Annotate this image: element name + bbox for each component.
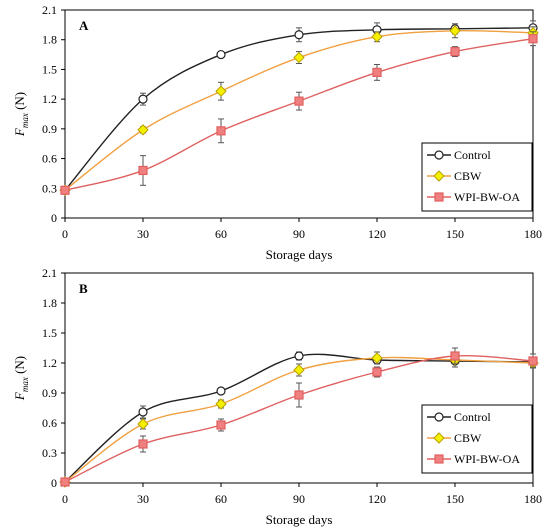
data-point [449,25,461,37]
data-point [372,67,382,78]
x-tick-label: 180 [524,492,542,506]
legend: Control CBW WPI-BW-OA [421,142,533,212]
y-tick-label: 2.1 [42,266,57,280]
data-point [371,31,383,43]
y-axis-title-unit: (N) [12,356,27,377]
data-point [60,477,70,487]
y-tick-label: 0.6 [42,152,57,166]
x-tick-label: 150 [446,492,464,506]
y-axis-title-main: F [12,391,27,401]
x-tick-label: 90 [293,492,305,506]
data-point [528,34,538,44]
data-point [138,407,148,417]
legend-marker [433,170,445,182]
x-tick-label: 120 [368,227,386,241]
y-axis-title-main: F [12,127,27,137]
data-point [293,51,305,64]
data-point [216,386,226,396]
series-wpi-bw-oa [60,31,538,195]
data-point [450,351,460,361]
x-tick-label: 90 [293,227,305,241]
data-point [294,30,304,40]
x-tick-label: 180 [524,227,542,241]
legend-label: Control [454,148,491,162]
y-axis-title-sub: max [20,377,30,392]
chart-panel-a: 0 30 60 90 120 150 180 0 0.3 0.6 0.9 1.2 1.5 1.8 2.1 St… [12,3,542,262]
legend-marker [434,192,444,202]
legend-label: CBW [454,431,482,445]
y-tick-label: 1.2 [42,92,57,106]
y-axis-title: Fmax (N) [12,356,30,401]
x-tick-label: 0 [62,227,68,241]
x-tick-label: 0 [62,492,68,506]
y-tick-label: 1.5 [42,62,57,76]
data-point [215,398,227,410]
x-axis-title: Storage days [266,247,333,262]
data-point [294,351,304,361]
y-tick-label: 0.9 [42,386,57,400]
data-point [216,126,226,136]
data-point [138,439,148,449]
legend-label: WPI-BW-OA [454,190,520,204]
legend-item-cbw: CBW [427,169,482,183]
data-point [528,356,538,366]
x-tick-label: 120 [368,492,386,506]
x-tick-label: 60 [215,227,227,241]
chart-panel-b: 0 30 60 90 120 150 180 0 0.3 0.6 0.9 1.2 1.5 1.8 2.1 St… [12,266,542,527]
y-axis-title-unit: (N) [12,92,27,113]
data-point [137,418,149,430]
legend-marker [434,412,444,422]
data-point [60,185,70,195]
y-tick-label: 0 [51,211,57,225]
x-tick-label: 30 [137,227,149,241]
legend-item-control: Control [427,410,491,424]
data-point [372,367,382,377]
y-tick-label: 1.8 [42,33,57,47]
legend-label: Control [454,410,491,424]
y-tick-label: 1.8 [42,296,57,310]
x-tick-label: 60 [215,492,227,506]
legend-marker [434,454,444,464]
y-tick-label: 0.3 [42,181,57,195]
data-point [138,165,148,176]
data-point [450,46,460,57]
data-point [293,364,305,376]
data-point [216,420,226,430]
panel-label: B [79,281,88,296]
legend-item-wpi-bw-oa: WPI-BW-OA [427,452,520,466]
y-tick-label: 1.5 [42,326,57,340]
legend-label: WPI-BW-OA [454,452,520,466]
y-tick-label: 0 [51,476,57,490]
y-tick-label: 0.9 [42,122,57,136]
x-axis-title: Storage days [266,512,333,527]
legend-marker [433,432,445,444]
legend-item-cbw: CBW [427,431,482,445]
x-tick-label: 150 [446,227,464,241]
data-point [215,85,227,97]
data-point [138,94,148,104]
legend-marker [434,150,444,160]
data-point [371,352,383,364]
legend: Control CBW WPI-BW-OA [421,404,533,474]
y-tick-label: 0.3 [42,446,57,460]
data-point [294,390,304,400]
y-tick-label: 2.1 [42,3,57,17]
legend-item-wpi-bw-oa: WPI-BW-OA [427,190,520,204]
y-tick-label: 1.2 [42,356,57,370]
y-axis-title: Fmax (N) [12,92,30,137]
series-wpi-bw-oa [60,347,538,487]
data-point [216,49,226,60]
x-tick-label: 30 [137,492,149,506]
legend-item-control: Control [427,148,491,162]
legend-label: CBW [454,169,482,183]
data-point [294,96,304,106]
y-tick-label: 0.6 [42,416,57,430]
y-axis-title-sub: max [20,113,30,128]
panel-label: A [79,18,89,33]
data-point [137,124,149,136]
